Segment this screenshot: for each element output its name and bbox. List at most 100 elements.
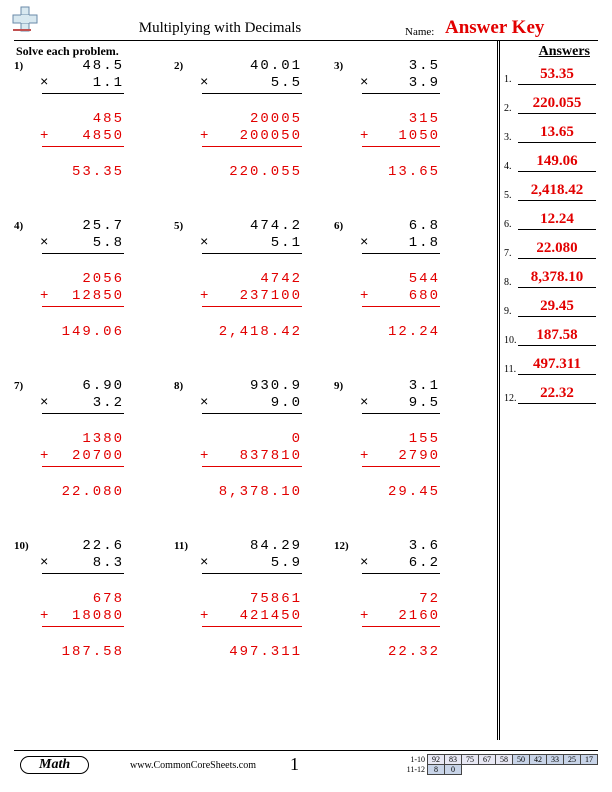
answer-number: 2.	[504, 103, 512, 114]
answer-number: 1.	[504, 74, 512, 85]
plus-icon: +	[200, 448, 210, 465]
operand-a: 22.6	[42, 538, 124, 555]
footer: Math www.CommonCoreSheets.com 1 1-109283…	[0, 750, 612, 780]
answer-value: 187.58	[518, 327, 596, 346]
operand-a: 3.6	[362, 538, 440, 555]
score-cell: 67	[479, 755, 496, 765]
times-icon: ×	[360, 235, 370, 252]
plus-icon: +	[40, 128, 50, 145]
answer-value: 220.055	[518, 95, 596, 114]
result: 187.58	[42, 644, 124, 661]
result: 220.055	[202, 164, 302, 181]
plus-icon: +	[360, 608, 370, 625]
operand-b: ×1.1	[42, 75, 124, 92]
page-number: 1	[290, 754, 299, 775]
partial-1: 485	[42, 111, 124, 128]
answer-number: 10.	[504, 335, 517, 346]
partial-1: 2056	[42, 271, 124, 288]
operand-b: ×9.0	[202, 395, 302, 412]
footer-url: www.CommonCoreSheets.com	[130, 760, 256, 771]
times-icon: ×	[200, 395, 210, 412]
answer-number: 5.	[504, 190, 512, 201]
operand-b: ×5.9	[202, 555, 302, 572]
answer-number: 11.	[504, 364, 516, 375]
partial-2: +18080	[42, 608, 124, 625]
plus-icon: +	[40, 608, 50, 625]
answer-value: 29.45	[518, 298, 596, 317]
page-title: Multiplying with Decimals	[0, 20, 440, 37]
answer-row: 7.22.080	[504, 240, 599, 269]
partial-2: +2790	[362, 448, 440, 465]
score-cell: 58	[496, 755, 513, 765]
score-cell: 0	[445, 765, 462, 775]
problem-number: 12)	[334, 540, 349, 552]
answer-row: 6.12.24	[504, 211, 599, 240]
answer-row: 11.497.311	[504, 356, 599, 385]
partial-1: 544	[362, 271, 440, 288]
partial-1: 75861	[202, 591, 302, 608]
partial-2: +4850	[42, 128, 124, 145]
answer-value: 22.080	[518, 240, 596, 259]
times-icon: ×	[200, 235, 210, 252]
operand-b: ×5.1	[202, 235, 302, 252]
result: 22.32	[362, 644, 440, 661]
operand-b: ×3.2	[42, 395, 124, 412]
operand-b: ×1.8	[362, 235, 440, 252]
problem-number: 1)	[14, 60, 23, 72]
result: 8,378.10	[202, 484, 302, 501]
answer-row: 3. 13.65	[504, 124, 599, 153]
score-cell: 50	[513, 755, 530, 765]
plus-icon: +	[40, 448, 50, 465]
partial-1: 4742	[202, 271, 302, 288]
answer-row: 1.53.35	[504, 66, 599, 95]
partial-1: 20005	[202, 111, 302, 128]
operand-b: ×5.5	[202, 75, 302, 92]
problem-number: 9)	[334, 380, 343, 392]
answer-row: 5. 2,418.42	[504, 182, 599, 211]
score-cell: 33	[547, 755, 564, 765]
result: 53.35	[42, 164, 124, 181]
partial-1: 1380	[42, 431, 124, 448]
answer-number: 9.	[504, 306, 512, 317]
problem-number: 4)	[14, 220, 23, 232]
operand-b: ×6.2	[362, 555, 440, 572]
operand-b: ×9.5	[362, 395, 440, 412]
times-icon: ×	[40, 75, 50, 92]
problem-number: 3)	[334, 60, 343, 72]
times-icon: ×	[200, 75, 210, 92]
result: 13.65	[362, 164, 440, 181]
operand-a: 40.01	[202, 58, 302, 75]
score-cell: 92	[428, 755, 445, 765]
name-label: Name:	[405, 26, 434, 38]
answer-number: 3.	[504, 132, 512, 143]
answer-row: 10.187.58	[504, 327, 599, 356]
score-grid: 1-1092837567585042332517 11-1280	[403, 754, 598, 775]
operand-a: 25.7	[42, 218, 124, 235]
score-cell: 75	[462, 755, 479, 765]
answer-number: 8.	[504, 277, 512, 288]
answer-key-label: Answer Key	[445, 17, 544, 39]
score-label: 11-12	[403, 765, 428, 775]
answer-row: 8.8,378.10	[504, 269, 599, 298]
plus-icon: +	[360, 448, 370, 465]
answer-value: 13.65	[518, 124, 596, 143]
operand-b: ×5.8	[42, 235, 124, 252]
partial-2: +237100	[202, 288, 302, 305]
answer-row: 2. 220.055	[504, 95, 599, 124]
problem-number: 11)	[174, 540, 188, 552]
partial-2: +12850	[42, 288, 124, 305]
score-cell: 25	[564, 755, 581, 765]
plus-icon: +	[200, 288, 210, 305]
answer-list: 1.53.35 2. 220.055 3. 13.65 4.149.06 5. 2,418.4…	[504, 66, 599, 414]
answer-number: 4.	[504, 161, 512, 172]
operand-a: 474.2	[202, 218, 302, 235]
operand-a: 48.5	[42, 58, 124, 75]
answer-row: 4.149.06	[504, 153, 599, 182]
plus-icon: +	[360, 288, 370, 305]
instruction: Solve each problem.	[16, 44, 119, 59]
partial-1: 0	[202, 431, 302, 448]
result: 22.080	[42, 484, 124, 501]
answer-value: 2,418.42	[518, 182, 596, 201]
subject-badge: Math	[20, 756, 89, 774]
partial-1: 155	[362, 431, 440, 448]
